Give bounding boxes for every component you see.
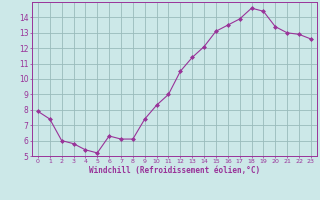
X-axis label: Windchill (Refroidissement éolien,°C): Windchill (Refroidissement éolien,°C) [89, 166, 260, 175]
